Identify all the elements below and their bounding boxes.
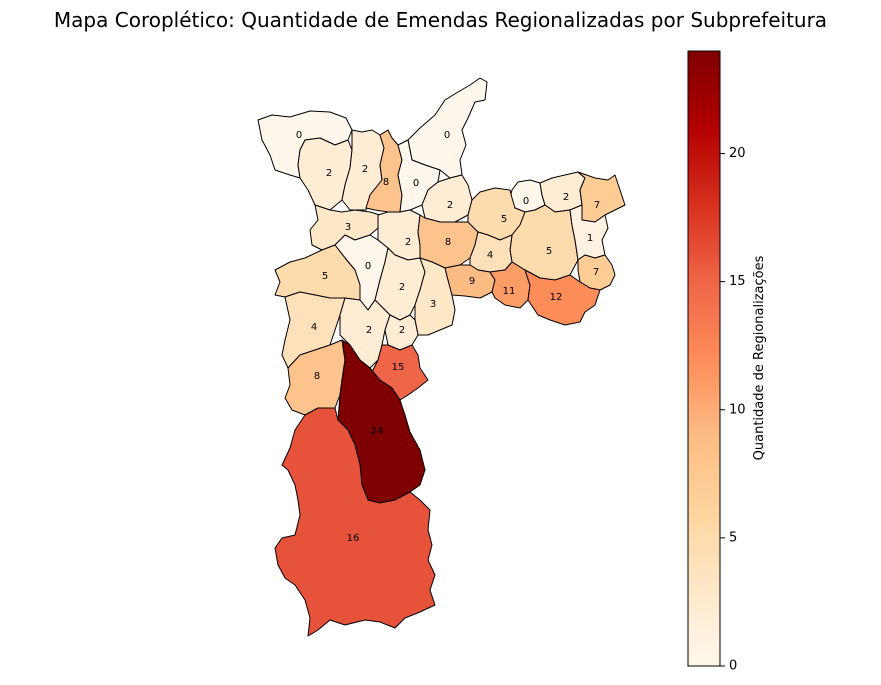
region-value-label: 16 xyxy=(347,533,360,544)
region-value-label: 11 xyxy=(503,286,516,297)
colorbar: 0 5 10 15 20 Quantidade de Regionalizações xyxy=(687,50,767,674)
colorbar-tick-label: 15 xyxy=(729,274,746,289)
region-value-label: 3 xyxy=(345,222,351,233)
colorbar-tick-label: 0 xyxy=(729,659,737,674)
region-value-label: 2 xyxy=(399,325,405,336)
region-sapopemba[interactable] xyxy=(489,261,531,309)
region-value-label: 2 xyxy=(405,237,411,248)
region-value-label: 8 xyxy=(445,237,451,248)
region-value-label: 5 xyxy=(546,246,552,257)
region-guaianases-top[interactable] xyxy=(577,171,626,223)
region-value-label: 5 xyxy=(322,271,328,282)
colorbar-tick-label: 20 xyxy=(729,146,746,161)
region-value-label: 8 xyxy=(314,371,320,382)
region-value-label: 0 xyxy=(365,261,371,272)
region-guaianases[interactable] xyxy=(569,204,609,261)
region-value-label: 2 xyxy=(362,164,368,175)
colorbar-gradient xyxy=(687,50,721,667)
region-value-label: 2 xyxy=(326,168,332,179)
region-value-label: 2 xyxy=(366,325,372,336)
region-sao-mateus[interactable] xyxy=(524,269,601,326)
region-value-label: 0 xyxy=(296,130,302,141)
region-value-label: 12 xyxy=(550,292,563,303)
region-parelheiros[interactable] xyxy=(274,407,436,637)
region-value-label: 3 xyxy=(430,299,436,310)
colorbar-label: Quantidade de Regionalizações xyxy=(752,255,767,460)
region-value-label: 8 xyxy=(383,177,389,188)
colorbar-tick-label: 5 xyxy=(729,530,737,545)
region-value-label: 15 xyxy=(392,362,405,373)
map-title: Mapa Coroplético: Quantidade de Emendas … xyxy=(53,8,828,32)
region-value-label: 24 xyxy=(371,426,384,437)
region-value-label: 2 xyxy=(399,282,405,293)
region-value-label: 2 xyxy=(563,192,569,203)
region-value-label: 9 xyxy=(469,276,475,287)
region-value-label: 1 xyxy=(587,233,593,244)
colorbar-ticks: 0 5 10 15 20 xyxy=(720,146,746,674)
colorbar-tick-label: 10 xyxy=(729,402,746,417)
region-value-label: 5 xyxy=(501,214,507,225)
region-value-label: 0 xyxy=(523,196,529,207)
region-value-label: 0 xyxy=(413,178,419,189)
region-value-label: 4 xyxy=(311,322,317,333)
region-value-label: 4 xyxy=(487,250,493,261)
region-cidade-tiradentes[interactable] xyxy=(577,254,616,291)
region-value-label: 0 xyxy=(444,130,450,141)
region-value-label: 7 xyxy=(594,200,600,211)
region-value-label: 2 xyxy=(447,200,453,211)
region-jabaquara[interactable] xyxy=(384,314,419,351)
region-value-label: 7 xyxy=(593,267,599,278)
region-jaragua[interactable] xyxy=(407,77,488,179)
